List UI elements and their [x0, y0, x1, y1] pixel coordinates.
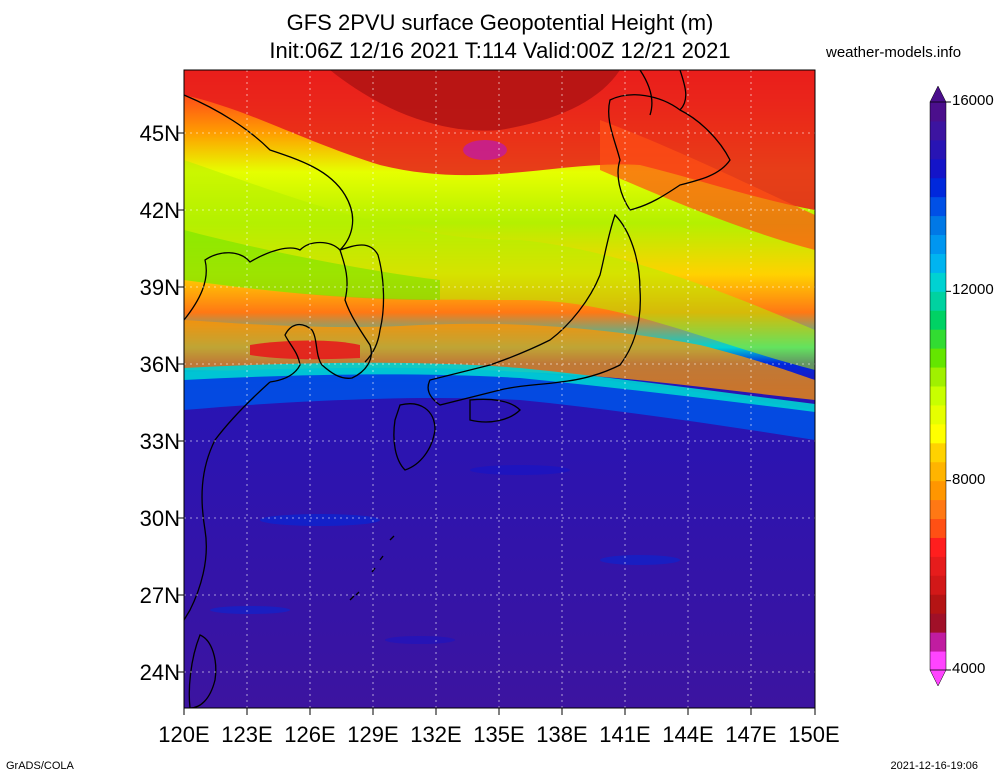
colorbar-swatch: [930, 518, 946, 538]
lon-label-126e: 126E: [284, 722, 336, 747]
colorbar-swatch: [930, 423, 946, 444]
colorbar-swatch: [930, 348, 946, 368]
axis-ticks: [177, 132, 816, 715]
colorbar-swatch: [930, 461, 946, 482]
colorbar-swatch: [930, 253, 946, 273]
lat-label-42n: 42N: [139, 198, 180, 223]
site-watermark: weather-models.info: [826, 44, 962, 61]
lon-label-129e: 129E: [347, 722, 399, 747]
chart-title-line1: GFS 2PVU surface Geopotential Height (m): [286, 10, 714, 35]
lon-label-132e: 132E: [410, 722, 462, 747]
lon-label-147e: 147E: [725, 722, 777, 747]
colorbar-label-8000: 8000: [952, 471, 986, 488]
colorbar-swatch: [930, 139, 946, 160]
colorbar-swatch: [930, 404, 946, 425]
geopotential-field: [184, 70, 815, 708]
colorbar-top-arrow: [929, 85, 947, 103]
lon-label-120e: 120E: [158, 722, 210, 747]
colorbar-swatch: [930, 177, 946, 198]
lon-label-150e: 150E: [788, 722, 840, 747]
colorbar-swatch: [930, 120, 946, 141]
colorbar-swatch: [930, 196, 946, 217]
footer-timestamp: 2021-12-16-19:06: [890, 760, 978, 772]
colorbar-swatch: [930, 291, 946, 311]
colorbar-swatch: [930, 386, 946, 406]
colorbar-swatch: [930, 499, 946, 520]
colorbar-swatch: [930, 272, 946, 292]
chart-title-line2: Init:06Z 12/16 2021 T:114 Valid:00Z 12/2…: [269, 38, 731, 63]
colorbar-swatch: [930, 632, 946, 652]
colorbar-swatch: [930, 575, 946, 595]
lon-label-123e: 123E: [221, 722, 273, 747]
colorbar-swatch: [930, 310, 946, 330]
lat-label-33n: 33N: [139, 429, 180, 454]
colorbar-swatch: [930, 556, 946, 576]
colorbar-label-12000: 12000: [952, 281, 994, 298]
colorbar-swatch: [930, 594, 946, 614]
colorbar-swatch: [930, 651, 946, 671]
colorbar-frame: [929, 101, 947, 671]
colorbar-label-4000: 4000: [952, 660, 986, 677]
colorbar-swatch: [930, 367, 946, 387]
colorbar-bottom-arrow: [929, 669, 947, 687]
colorbar: [929, 85, 951, 687]
colorbar-swatch: [930, 442, 946, 463]
lat-label-30n: 30N: [139, 506, 180, 531]
lat-label-27n: 27N: [139, 583, 180, 608]
colorbar-swatch: [930, 234, 946, 254]
colorbar-swatch: [930, 613, 946, 633]
lat-label-39n: 39N: [139, 275, 180, 300]
lon-label-135e: 135E: [473, 722, 525, 747]
colorbar-swatch: [930, 329, 946, 349]
lat-label-36n: 36N: [139, 352, 180, 377]
colorbar-swatch: [930, 102, 946, 122]
coastlines: [184, 70, 731, 708]
colorbar-swatch: [930, 158, 946, 179]
lat-label-45n: 45N: [139, 121, 180, 146]
colorbar-label-16000: 16000: [952, 92, 994, 109]
footer-credit: GrADS/COLA: [6, 760, 74, 772]
lon-label-138e: 138E: [536, 722, 588, 747]
colorbar-swatch: [930, 537, 946, 557]
lon-label-141e: 141E: [599, 722, 651, 747]
graticule: [184, 70, 815, 708]
lat-label-24n: 24N: [139, 660, 180, 685]
colorbar-swatch: [930, 215, 946, 236]
lon-label-144e: 144E: [662, 722, 714, 747]
colorbar-swatch: [930, 480, 946, 501]
